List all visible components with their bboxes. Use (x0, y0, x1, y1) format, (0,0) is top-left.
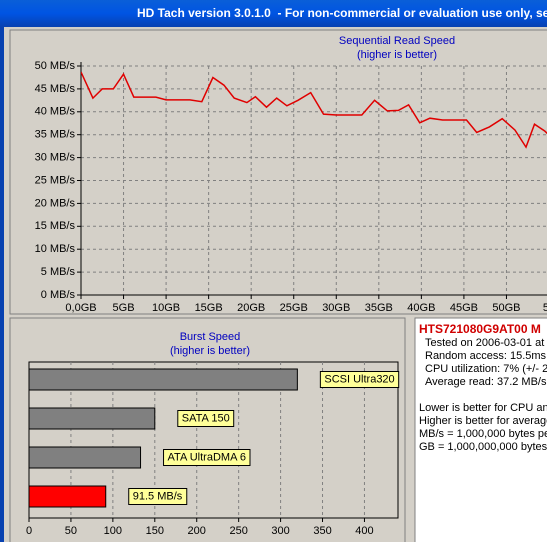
x-tick-label: 5GB (113, 302, 135, 314)
window-border (0, 27, 4, 542)
info-line: CPU utilization: 7% (+/- 2% (425, 363, 547, 375)
x-tick-label: 40GB (407, 302, 435, 314)
bar-label: SATA 150 (182, 412, 230, 424)
chart-title: Sequential Read Speed (339, 35, 455, 47)
x-tick-label: 300 (271, 525, 289, 537)
x-tick-label: 350 (313, 525, 331, 537)
bar-label: SCSI Ultra320 (324, 373, 394, 385)
y-tick-label: 5 MB/s (41, 266, 76, 278)
label-box (319, 371, 400, 388)
label-box (163, 449, 251, 466)
y-tick-label: 10 MB/s (35, 243, 76, 255)
y-tick-label: 25 MB/s (35, 174, 76, 186)
info-note: MB/s = 1,000,000 bytes pe (419, 428, 547, 440)
bar (28, 368, 298, 391)
x-tick-label: 45GB (450, 302, 478, 314)
y-tick-label: 15 MB/s (35, 220, 76, 232)
bar (28, 407, 156, 430)
x-tick-label: 400 (355, 525, 373, 537)
y-tick-label: 20 MB/s (35, 197, 76, 209)
x-tick-label: 15GB (195, 302, 223, 314)
speed-line (81, 71, 547, 149)
info-line: Average read: 37.2 MB/s (425, 376, 547, 388)
label-box (128, 488, 188, 505)
x-tick-label: 0,0GB (65, 302, 96, 314)
x-tick-label: 250 (229, 525, 247, 537)
info-line: Random access: 15.5ms (425, 350, 547, 362)
x-tick-label: 0 (26, 525, 32, 537)
bar-label: ATA UltraDMA 6 (168, 451, 246, 463)
x-tick-label: 35GB (365, 302, 393, 314)
info-line: Tested on 2006-03-01 at 1 (425, 337, 547, 349)
chart-title: Burst Speed (180, 331, 241, 343)
bar-chart: Burst Speed (higher is better) 0 50 100 150… (26, 331, 400, 537)
x-tick-label: 150 (146, 525, 164, 537)
label-box (177, 410, 235, 427)
x-tick-label: 10GB (152, 302, 180, 314)
info-note: GB = 1,000,000,000 bytes. (419, 441, 547, 453)
info-panel (414, 317, 547, 542)
y-tick-label: 50 MB/s (35, 60, 76, 72)
x-tick-label: 50GB (492, 302, 520, 314)
line-chart: Sequential Read Speed (higher is better)… (35, 35, 547, 314)
window-title: HD Tach version 3.0.1.0 - For non-commer… (137, 6, 547, 20)
x-tick-label: 25GB (280, 302, 308, 314)
line-panel (9, 29, 547, 315)
x-tick-label: 30GB (322, 302, 350, 314)
y-tick-label: 35 MB/s (35, 129, 76, 141)
x-tick-label: 100 (104, 525, 122, 537)
y-tick-label: 0 MB/s (41, 289, 76, 301)
x-tick-label: 50 (65, 525, 77, 537)
info-note: Lower is better for CPU and (419, 402, 547, 414)
info-note: Higher is better for average (419, 415, 547, 427)
y-tick-label: 40 MB/s (35, 106, 76, 118)
bar-label: 91.5 MB/s (133, 490, 183, 502)
info: HTS721080G9AT00 M Tested on 2006-03-01 a… (419, 322, 547, 453)
bar (28, 485, 107, 508)
chart-subtitle: (higher is better) (170, 345, 250, 357)
chart-subtitle: (higher is better) (357, 49, 437, 61)
drive-name: HTS721080G9AT00 M (419, 322, 541, 336)
y-tick-label: 30 MB/s (35, 152, 76, 164)
x-tick-label: 200 (188, 525, 206, 537)
x-tick-label: 55 (543, 302, 547, 314)
y-tick-label: 45 MB/s (35, 83, 76, 95)
bar (28, 446, 142, 469)
x-tick-label: 20GB (237, 302, 265, 314)
title-bar (0, 0, 547, 27)
